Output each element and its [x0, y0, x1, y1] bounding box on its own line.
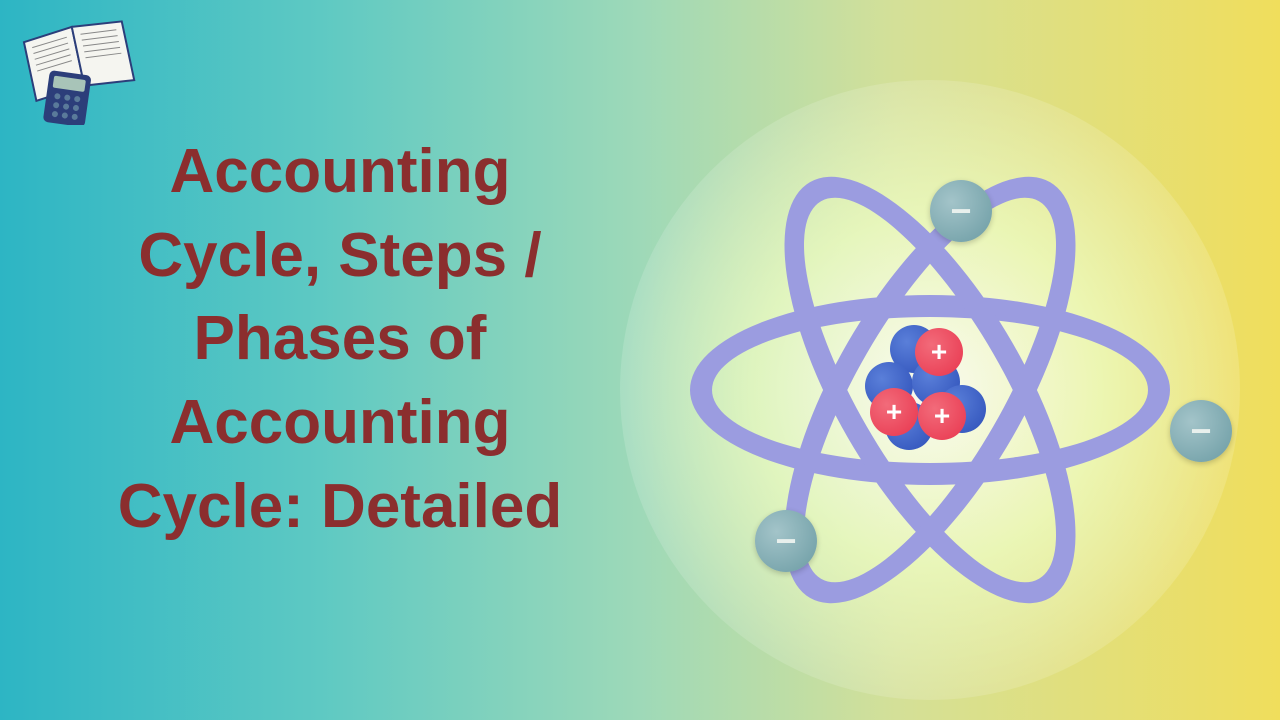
electron-particle: − — [1170, 400, 1232, 462]
proton-label: + — [931, 336, 947, 368]
electron-label: − — [1190, 410, 1211, 452]
atom-illustration: + + + − − − — [620, 80, 1240, 700]
electron-particle: − — [755, 510, 817, 572]
infographic-canvas: Accounting Cycle, Steps / Phases of Acco… — [0, 0, 1280, 720]
proton-particle: + — [918, 392, 966, 440]
electron-label: − — [950, 190, 971, 232]
atom-nucleus: + + + — [860, 320, 1000, 460]
electron-label: − — [775, 520, 796, 562]
electron-particle: − — [930, 180, 992, 242]
main-title: Accounting Cycle, Steps / Phases of Acco… — [70, 130, 610, 548]
proton-particle: + — [870, 388, 918, 436]
proton-label: + — [934, 400, 950, 432]
ledger-book-icon — [15, 15, 155, 125]
proton-label: + — [886, 396, 902, 428]
proton-particle: + — [915, 328, 963, 376]
